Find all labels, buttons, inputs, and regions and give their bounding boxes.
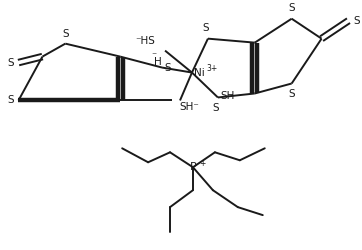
Text: S: S [164, 62, 171, 72]
Text: SH: SH [220, 92, 234, 102]
Text: H: H [154, 56, 162, 66]
Text: S: S [353, 16, 360, 26]
Text: +: + [199, 159, 205, 168]
Text: S: S [203, 23, 209, 33]
Text: ⁻HS: ⁻HS [135, 36, 155, 46]
Text: 3+: 3+ [206, 64, 217, 73]
Text: S: S [7, 96, 13, 106]
Text: ⁻: ⁻ [152, 52, 157, 62]
Text: P: P [190, 162, 196, 172]
Text: S: S [212, 104, 219, 114]
Text: Ni: Ni [194, 68, 205, 78]
Text: SH⁻: SH⁻ [179, 102, 199, 113]
Text: S: S [289, 3, 295, 13]
Text: S: S [62, 29, 69, 39]
Text: S: S [7, 58, 13, 68]
Text: S: S [289, 90, 295, 100]
